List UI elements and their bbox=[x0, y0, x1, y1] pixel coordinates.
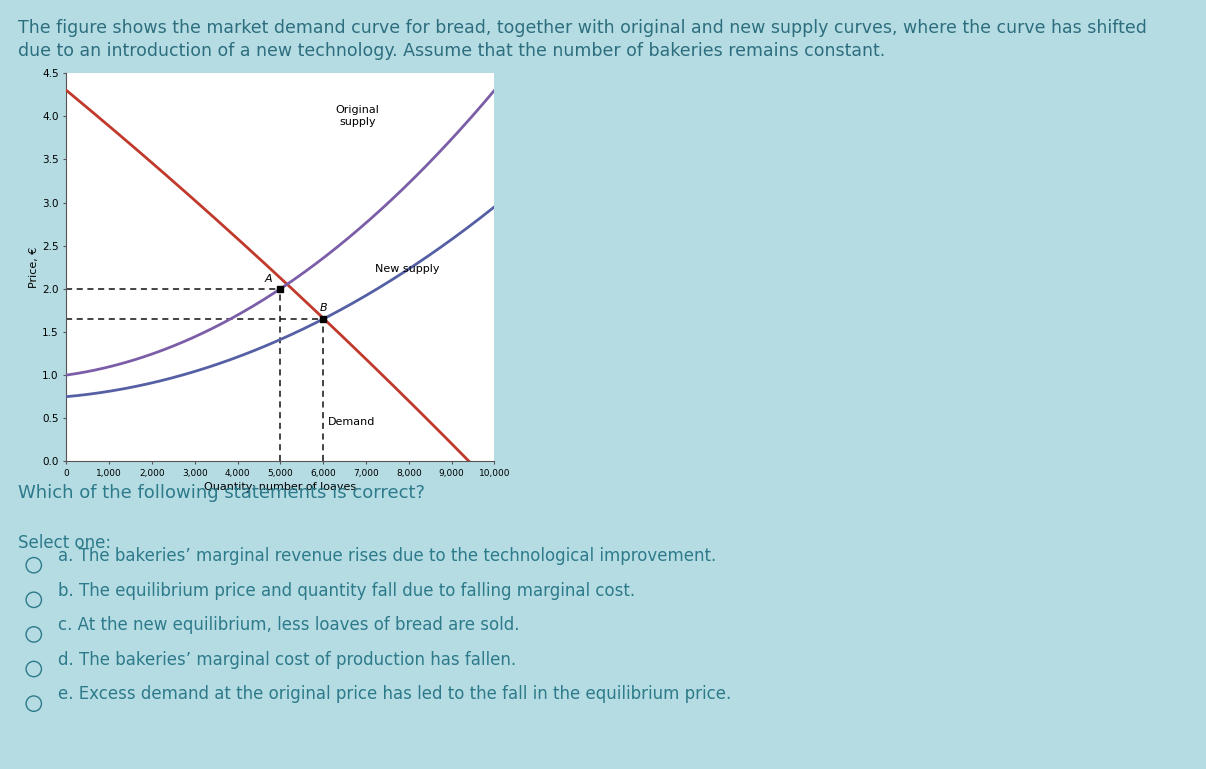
Text: d. The bakeries’ marginal cost of production has fallen.: d. The bakeries’ marginal cost of produc… bbox=[58, 651, 516, 669]
Text: b. The equilibrium price and quantity fall due to falling marginal cost.: b. The equilibrium price and quantity fa… bbox=[58, 581, 636, 600]
Text: Original
supply: Original supply bbox=[335, 105, 380, 127]
Text: New supply: New supply bbox=[375, 264, 439, 274]
Text: Which of the following statements is correct?: Which of the following statements is cor… bbox=[18, 484, 425, 502]
Text: The figure shows the market demand curve for bread, together with original and n: The figure shows the market demand curve… bbox=[18, 19, 1147, 37]
Text: B: B bbox=[320, 303, 327, 313]
Text: Select one:: Select one: bbox=[18, 534, 111, 552]
Text: a. The bakeries’ marginal revenue rises due to the technological improvement.: a. The bakeries’ marginal revenue rises … bbox=[58, 547, 716, 565]
Text: c. At the new equilibrium, less loaves of bread are sold.: c. At the new equilibrium, less loaves o… bbox=[58, 616, 520, 634]
Text: due to an introduction of a new technology. Assume that the number of bakeries r: due to an introduction of a new technolo… bbox=[18, 42, 885, 60]
Text: Demand: Demand bbox=[328, 417, 375, 427]
Text: e. Excess demand at the original price has led to the fall in the equilibrium pr: e. Excess demand at the original price h… bbox=[58, 685, 731, 704]
Y-axis label: Price, €: Price, € bbox=[29, 247, 40, 288]
Text: A: A bbox=[264, 274, 271, 284]
X-axis label: Quantity: number of loaves: Quantity: number of loaves bbox=[204, 482, 357, 492]
